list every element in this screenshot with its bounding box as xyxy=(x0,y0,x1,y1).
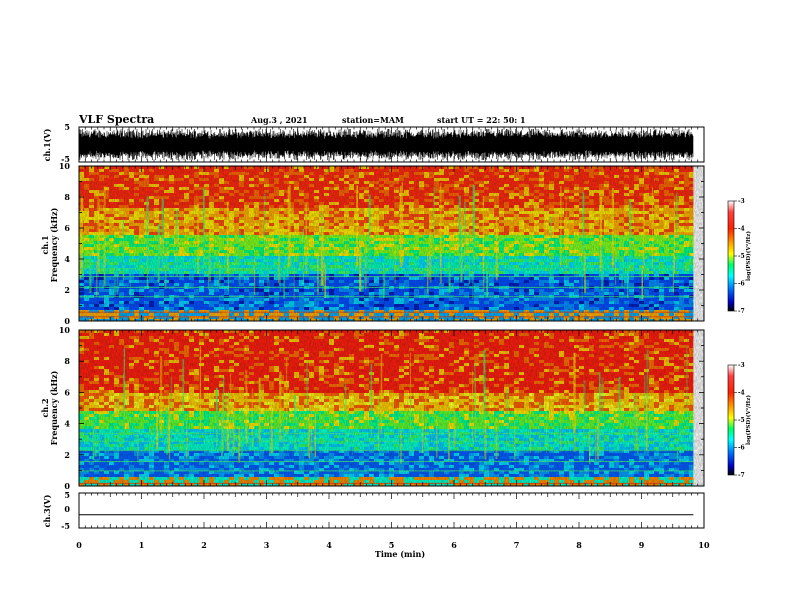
ch1-waveform-trace xyxy=(79,129,694,160)
ch1-ytick-top: 5 xyxy=(64,122,70,132)
date-label: Aug.3 , 2021 xyxy=(250,115,308,125)
start-time-label: start UT = 22: 50: 1 xyxy=(437,115,526,125)
ch1-waveform-ylabel: ch.1(V) xyxy=(42,128,52,161)
ch1-waveform-path xyxy=(79,129,694,160)
figure-title: VLF Spectra xyxy=(78,113,154,126)
ch1-ytick-bottom: -5 xyxy=(61,154,70,164)
station-label: station=MAM xyxy=(342,115,404,125)
